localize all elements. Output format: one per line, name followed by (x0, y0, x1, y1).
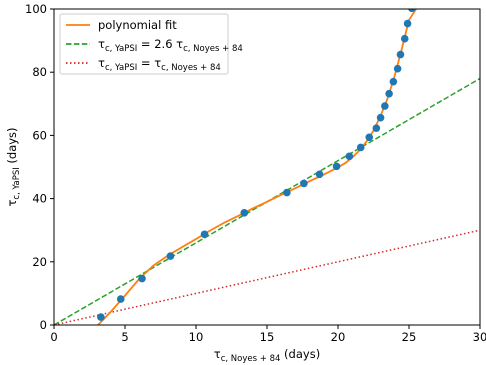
x-tick-label: 5 (121, 330, 128, 344)
data-point (408, 9, 416, 13)
legend: polynomial fit τc, YaPSI = 2.6 τc, Noyes… (59, 13, 243, 75)
data-point (200, 230, 209, 239)
data-point (138, 274, 146, 283)
y-tick-label: 0 (40, 318, 47, 332)
data-point (372, 124, 381, 132)
data-point (376, 113, 385, 122)
legend-label-identity-relation: τc, YaPSI = τc, Noyes + 84 (98, 56, 221, 73)
y-tick-label: 20 (32, 255, 47, 269)
data-point (283, 188, 291, 197)
x-tick-label: 25 (402, 330, 417, 344)
data-point (393, 64, 402, 73)
y-axis-label: τc, YaPSI (days) (5, 127, 22, 206)
data-point (332, 162, 341, 171)
legend-label-polynomial-fit: polynomial fit (98, 18, 177, 32)
data-point (116, 295, 125, 303)
y-tick-label: 80 (32, 65, 47, 79)
x-axis-label: τc, Noyes + 84 (days) (214, 347, 320, 364)
legend-label-scaled-relation: τc, YaPSI = 2.6 τc, Noyes + 84 (98, 37, 243, 54)
data-point (315, 170, 324, 179)
data-point (389, 77, 398, 86)
data-point (300, 179, 308, 188)
y-tick-label: 100 (25, 2, 47, 16)
x-tick-label: 20 (331, 330, 346, 344)
polynomial-fit-curve (97, 9, 417, 325)
data-point (240, 209, 249, 217)
legend-box (59, 13, 229, 75)
data-point (400, 34, 409, 43)
data-point (403, 19, 412, 28)
plot-area (54, 9, 480, 325)
x-tick-label: 30 (473, 330, 486, 344)
x-tick-label: 10 (189, 330, 204, 344)
data-point (345, 152, 354, 161)
x-tick-label: 0 (50, 330, 57, 344)
data-point (97, 313, 105, 321)
data-point (166, 252, 175, 260)
y-axis-ticks: 0 20 40 60 80 100 (25, 2, 54, 332)
data-point (396, 50, 405, 59)
reference-line-1x (54, 229, 480, 325)
x-tick-label: 15 (260, 330, 275, 344)
data-point (365, 133, 374, 142)
y-tick-label: 40 (32, 192, 47, 206)
data-point (356, 143, 365, 152)
x-axis-ticks: 0 5 10 15 20 25 30 (50, 325, 486, 344)
data-point (381, 102, 389, 110)
data-point (385, 89, 393, 98)
y-tick-label: 60 (32, 128, 47, 142)
